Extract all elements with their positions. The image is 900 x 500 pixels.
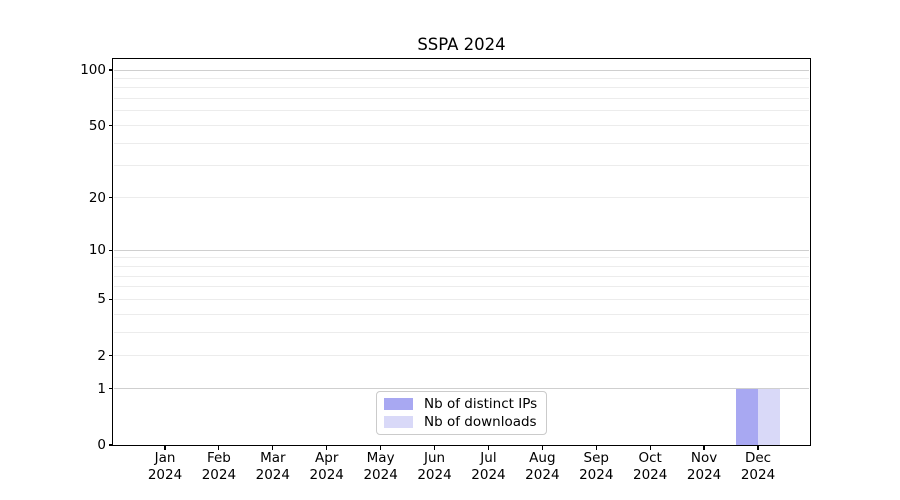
y-axis-tick-label: 2 xyxy=(97,347,106,364)
x-axis-tick xyxy=(541,446,543,450)
x-axis-tick-label: May 2024 xyxy=(363,450,398,483)
legend-entry-distinct-ips: Nb of distinct IPs xyxy=(384,395,539,413)
x-axis-tick xyxy=(380,446,382,450)
x-axis-tick xyxy=(703,446,705,450)
major-gridline xyxy=(114,69,809,71)
x-axis-tick xyxy=(272,446,274,450)
minor-gridline xyxy=(114,142,809,144)
x-axis-tick-label: Oct 2024 xyxy=(632,450,668,483)
x-axis-tick-label: Jul 2024 xyxy=(471,450,506,483)
y-axis-tick-label: 1 xyxy=(97,380,106,397)
minor-gridline xyxy=(114,355,809,357)
y-axis-tick xyxy=(109,197,113,199)
major-gridline xyxy=(114,249,809,251)
x-axis-tick xyxy=(433,446,436,450)
x-axis-tick xyxy=(487,446,490,450)
major-gridline xyxy=(114,388,809,390)
minor-gridline xyxy=(114,331,809,333)
y-axis-tick-label: 20 xyxy=(88,189,106,206)
minor-gridline xyxy=(114,125,809,127)
y-axis-tick-label: 5 xyxy=(97,291,106,308)
x-axis-tick-label: Nov 2024 xyxy=(686,450,722,483)
minor-gridline xyxy=(114,298,809,300)
x-axis-tick xyxy=(757,446,759,450)
x-axis-tick-label: Aug 2024 xyxy=(525,450,560,483)
bar-downloads xyxy=(758,388,780,445)
x-axis-tick xyxy=(595,446,597,450)
y-axis-tick xyxy=(109,444,113,446)
y-axis-tick-label: 0 xyxy=(97,437,106,453)
legend-entry-downloads: Nb of downloads xyxy=(384,413,539,431)
chart-title: SSPA 2024 xyxy=(417,35,506,54)
x-axis-tick xyxy=(218,446,220,450)
y-axis-tick xyxy=(109,355,113,357)
bar-distinct-ips xyxy=(736,388,758,445)
legend-label-distinct-ips: Nb of distinct IPs xyxy=(424,396,538,412)
legend-swatch-downloads-icon xyxy=(384,415,413,429)
x-axis-tick-label: Dec 2024 xyxy=(740,450,776,483)
y-axis-tick xyxy=(109,388,113,390)
y-axis-tick xyxy=(109,298,113,300)
x-axis-tick xyxy=(649,446,651,450)
y-axis-tick-label: 100 xyxy=(80,62,106,78)
minor-gridline xyxy=(114,313,809,315)
minor-gridline xyxy=(114,87,809,89)
x-axis-tick-label: Mar 2024 xyxy=(255,450,290,483)
x-axis-tick-label: Feb 2024 xyxy=(201,450,237,483)
y-axis-tick xyxy=(109,69,113,71)
minor-gridline xyxy=(114,110,809,112)
y-axis-tick-label: 10 xyxy=(88,242,106,259)
minor-gridline xyxy=(114,98,809,100)
minor-gridline xyxy=(114,275,809,277)
y-axis-tick-label: 50 xyxy=(88,117,106,134)
x-axis-tick xyxy=(164,446,166,450)
x-axis-tick-label: Jun 2024 xyxy=(417,450,452,483)
x-axis-tick-label: Jan 2024 xyxy=(147,450,183,483)
minor-gridline xyxy=(114,197,809,199)
legend: Nb of distinct IPs Nb of downloads xyxy=(376,391,547,435)
legend-label-downloads: Nb of downloads xyxy=(424,414,537,430)
minor-gridline xyxy=(114,286,809,288)
legend-swatch-distinct-ips-icon xyxy=(384,397,413,411)
minor-gridline xyxy=(114,257,809,259)
minor-gridline xyxy=(114,165,809,167)
y-axis-tick xyxy=(109,124,113,127)
minor-gridline xyxy=(114,265,809,267)
x-axis-tick xyxy=(326,446,328,450)
y-axis-tick xyxy=(109,249,113,251)
minor-gridline xyxy=(114,77,809,79)
x-axis-tick-label: Apr 2024 xyxy=(309,450,344,483)
x-axis-tick-label: Sep 2024 xyxy=(579,450,614,483)
